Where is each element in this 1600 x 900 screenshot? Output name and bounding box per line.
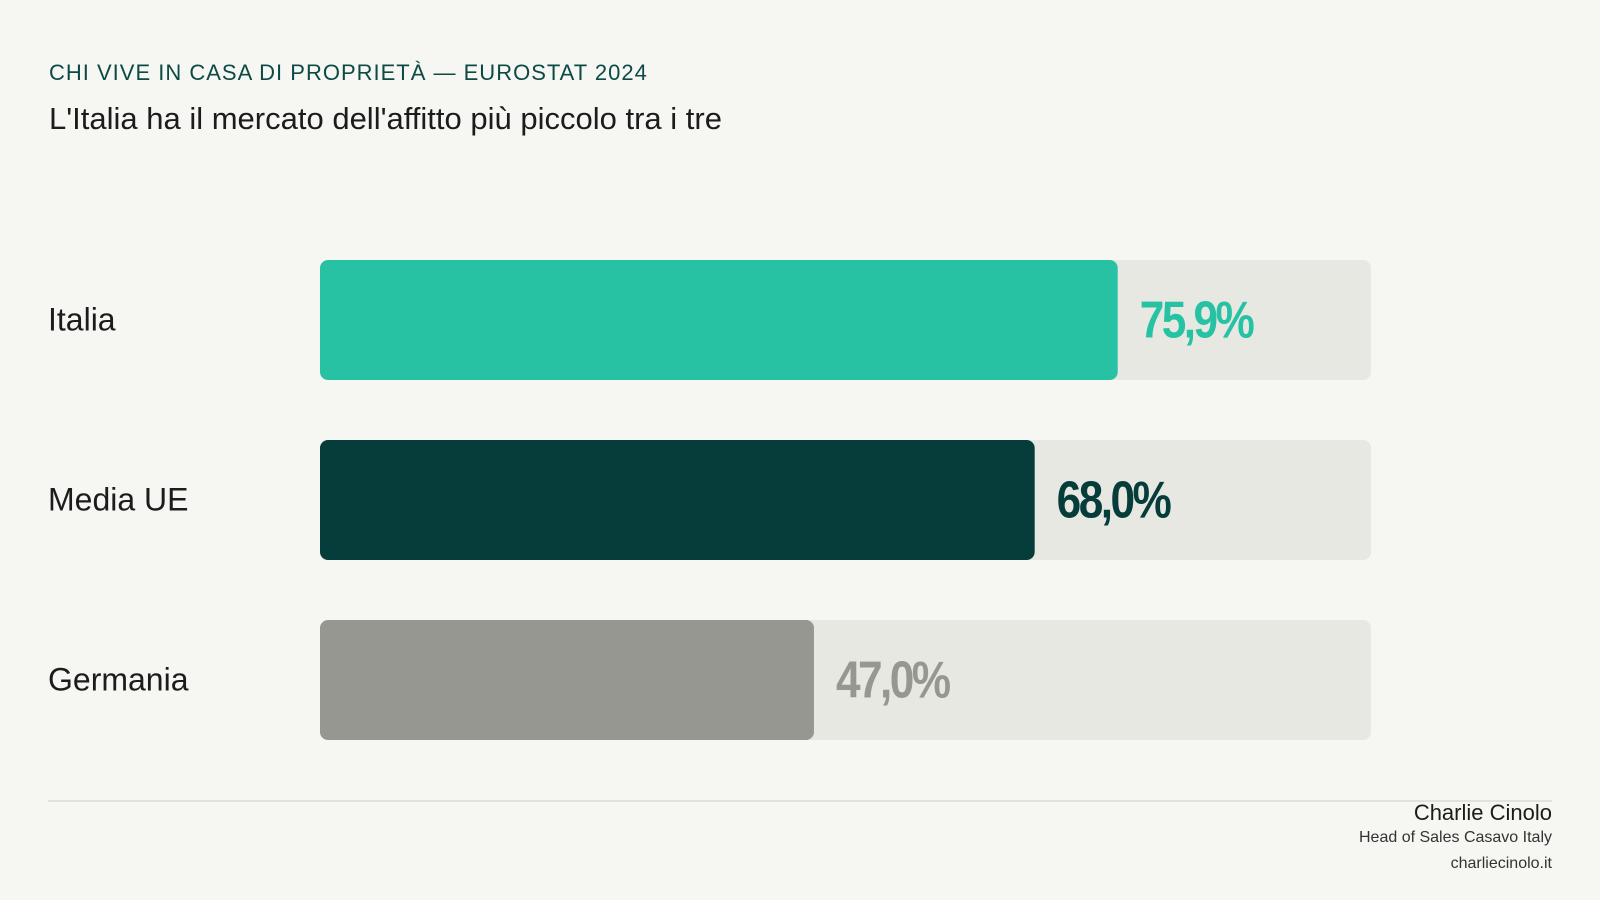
- value-label: 47,0%: [836, 651, 950, 709]
- bar: [320, 440, 1035, 560]
- author-role: Head of Sales Casavo Italy: [1359, 829, 1552, 846]
- author-name: Charlie Cinolo: [1414, 800, 1552, 825]
- chart-title: L'Italia ha il mercato dell'affitto più …: [49, 101, 722, 136]
- value-label: 75,9%: [1140, 291, 1254, 349]
- category-label: Media UE: [48, 481, 189, 517]
- value-label: 68,0%: [1057, 471, 1171, 529]
- bar: [320, 620, 814, 740]
- bar: [320, 260, 1118, 380]
- chart-kicker: CHI VIVE IN CASA DI PROPRIETÀ — EUROSTAT…: [49, 60, 648, 85]
- category-label: Germania: [48, 661, 189, 697]
- category-label: Italia: [48, 301, 116, 337]
- author-website: charliecinolo.it: [1451, 855, 1553, 872]
